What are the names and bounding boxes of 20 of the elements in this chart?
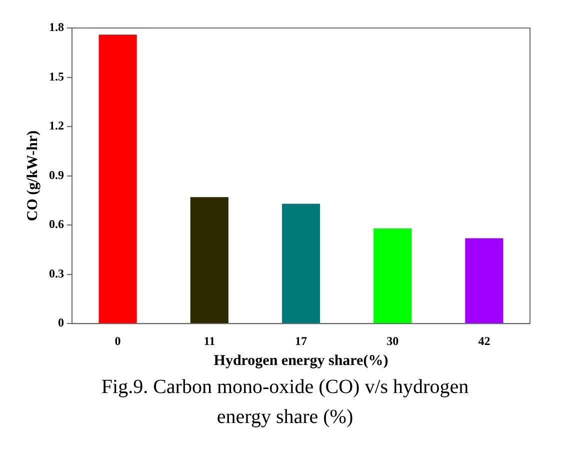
caption: Fig.9. Carbon mono-oxide (CO) v/s hydrogen energy share (%) [101, 376, 469, 428]
x-tick-label: 42 [478, 334, 490, 348]
y-tick-label: 1.5 [49, 69, 64, 84]
y-tick-label: 0.6 [49, 217, 64, 232]
y-tick-label: 1.2 [49, 118, 64, 133]
y-tick-label: 0 [58, 316, 64, 330]
bar [374, 228, 412, 324]
bar [190, 197, 228, 324]
y-tick-label: 0.9 [49, 168, 64, 182]
x-tick-label: 30 [386, 334, 399, 348]
y-axis-title: CO (g/kW-hr) [24, 130, 41, 222]
x-tick-label: 0 [114, 334, 121, 348]
x-axis-title: Hydrogen energy share(%) [214, 352, 388, 369]
bar [282, 204, 320, 324]
x-tick-label: 17 [295, 334, 307, 348]
y-tick-label: 0.3 [49, 266, 64, 280]
bar [98, 34, 137, 324]
bar [465, 238, 504, 324]
y-tick-label: 1.8 [49, 20, 64, 34]
x-tick-label: 11 [204, 334, 216, 348]
